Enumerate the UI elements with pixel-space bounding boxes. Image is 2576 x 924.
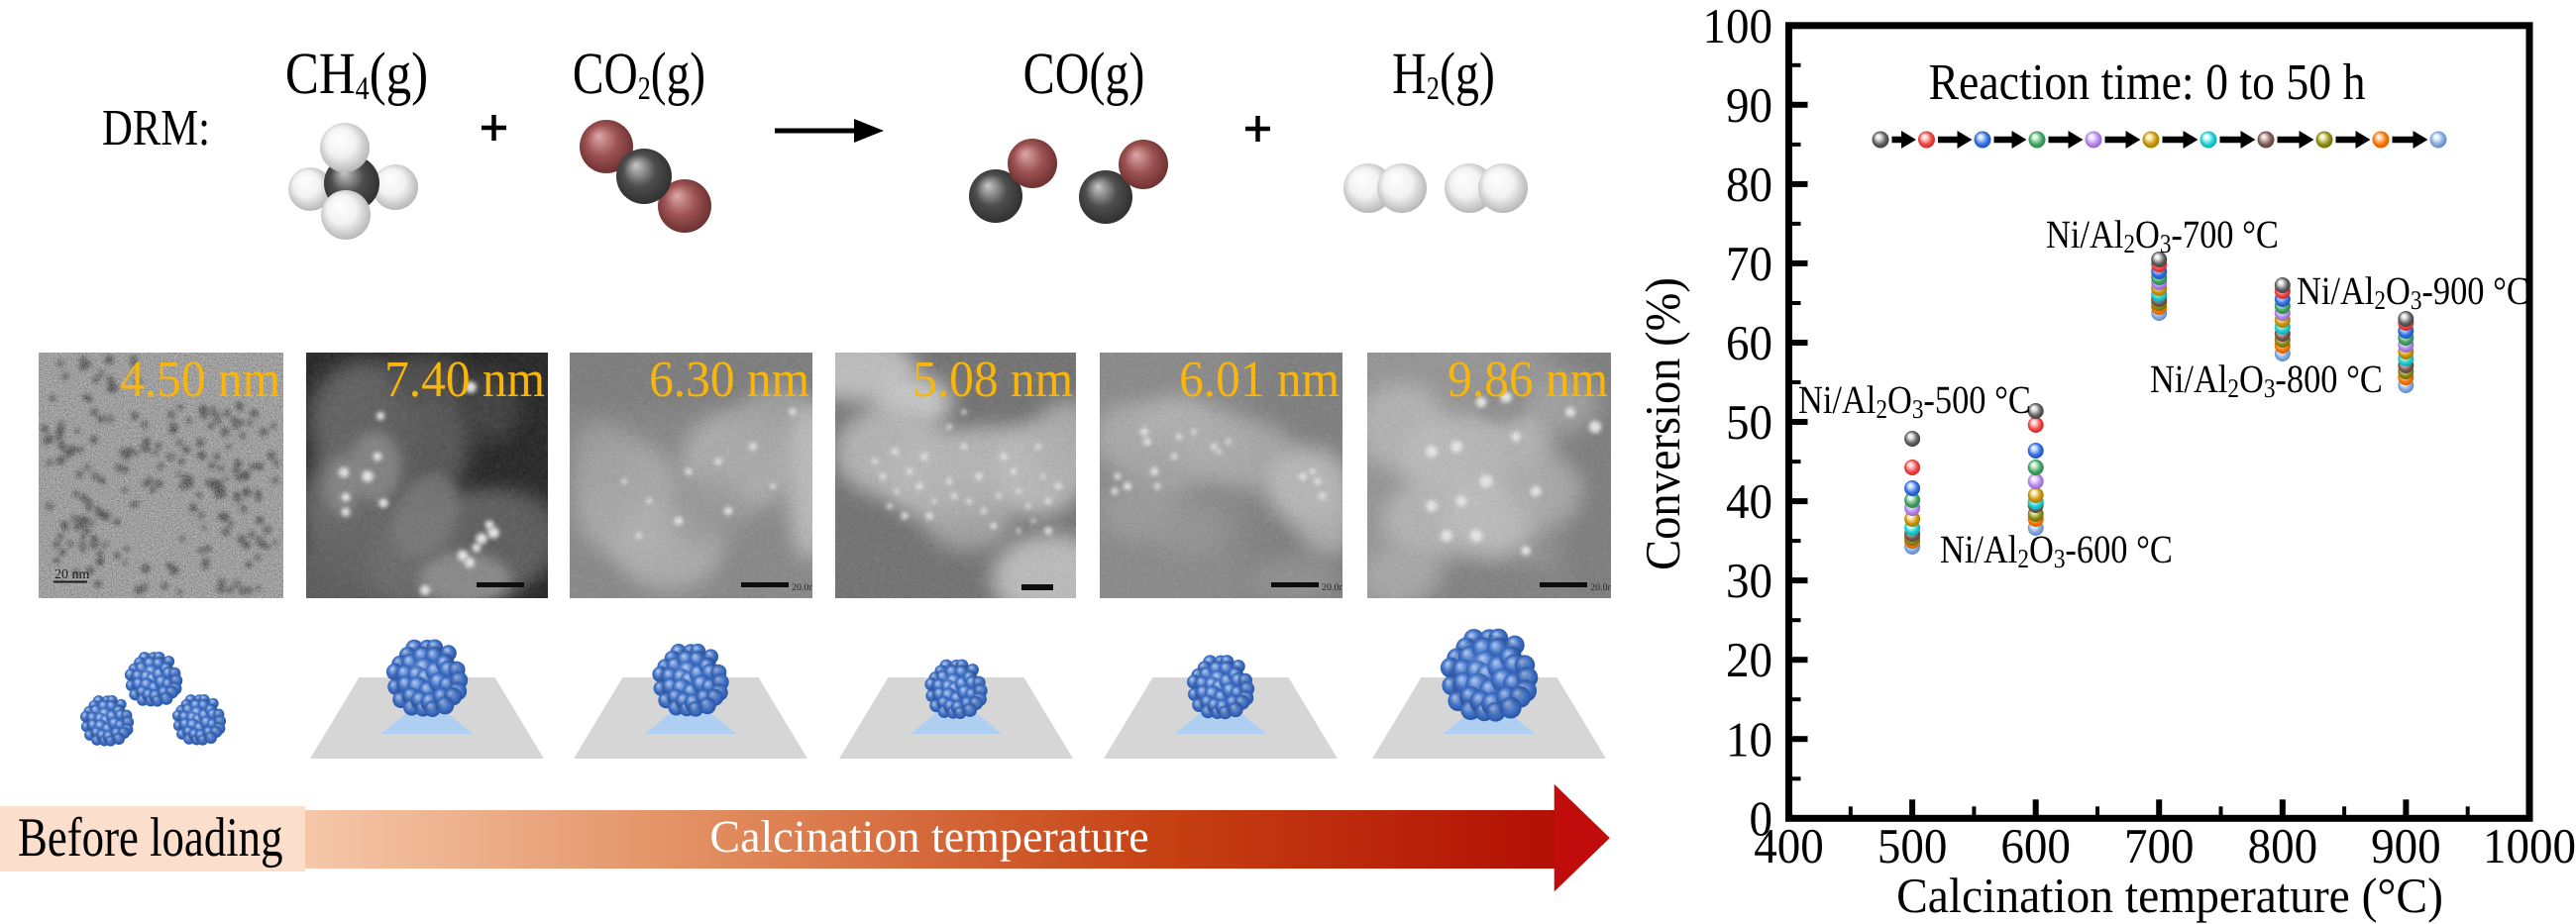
svg-text:20.0nm: 20.0nm: [1590, 582, 1621, 593]
svg-text:20: 20: [1726, 632, 1772, 687]
svg-text:90: 90: [1726, 77, 1772, 133]
svg-text:1000: 1000: [2483, 818, 2576, 873]
svg-text:900: 900: [2371, 818, 2441, 873]
svg-text:40: 40: [1726, 473, 1772, 529]
svg-text:20.0nm: 20.0nm: [792, 582, 822, 593]
svg-text:Before loading: Before loading: [18, 807, 282, 869]
svg-text:20.0nm: 20.0nm: [1322, 582, 1352, 593]
svg-text:70: 70: [1726, 236, 1772, 291]
svg-text:0: 0: [1750, 790, 1773, 846]
svg-text:50: 50: [1726, 394, 1772, 450]
svg-text:CO(g): CO(g): [1023, 41, 1145, 106]
svg-text:DRM:: DRM:: [102, 100, 210, 156]
svg-text:60: 60: [1726, 315, 1772, 370]
svg-text:5.08 nm: 5.08 nm: [912, 352, 1073, 408]
svg-text:Conversion (%): Conversion (%): [1635, 277, 1690, 570]
svg-text:6.01 nm: 6.01 nm: [1179, 352, 1340, 408]
svg-text:800: 800: [2248, 818, 2318, 873]
svg-text:H2​(g): H2​(g): [1392, 41, 1495, 107]
svg-text:Ni/Al2O3-700 °C: Ni/Al2O3-700 °C: [2046, 212, 2279, 258]
svg-text:10: 10: [1726, 711, 1772, 767]
svg-text:Calcination temperature: Calcination temperature: [709, 811, 1148, 862]
svg-text:20.0nm: 20.0nm: [527, 582, 558, 593]
svg-text:6.30 nm: 6.30 nm: [649, 352, 809, 408]
svg-text:500: 500: [1878, 818, 1948, 873]
svg-text:Ni/Al2O3-600 °C: Ni/Al2O3-600 °C: [1940, 527, 2173, 573]
svg-text:600: 600: [2000, 818, 2071, 873]
svg-text:30: 30: [1726, 553, 1772, 608]
svg-text:Calcination temperature (°C): Calcination temperature (°C): [1896, 868, 2443, 923]
svg-text:Reaction time: 0 to 50 h: Reaction time: 0 to 50 h: [1928, 54, 2365, 111]
svg-text:9.86 nm: 9.86 nm: [1448, 352, 1608, 408]
svg-text:100: 100: [1703, 0, 1773, 53]
svg-text:400: 400: [1754, 818, 1824, 873]
svg-text:80: 80: [1726, 156, 1772, 212]
svg-text:7.40 nm: 7.40 nm: [384, 352, 545, 408]
svg-text:700: 700: [2124, 818, 2195, 873]
svg-text:20 nm: 20 nm: [54, 567, 90, 582]
svg-text:4.50 nm: 4.50 nm: [120, 352, 280, 408]
